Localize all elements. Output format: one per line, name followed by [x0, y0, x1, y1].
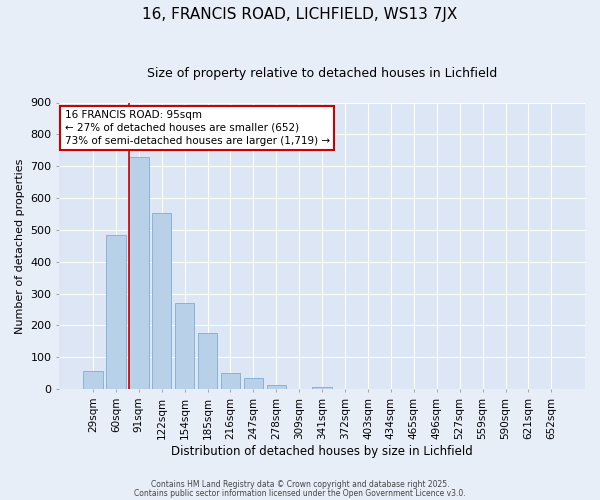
Bar: [106, 235, 125, 389]
Bar: [175, 302, 194, 389]
Bar: [244, 378, 263, 389]
Text: Contains public sector information licensed under the Open Government Licence v3: Contains public sector information licen…: [134, 488, 466, 498]
Bar: [152, 213, 172, 389]
Bar: [198, 333, 217, 389]
Text: 16, FRANCIS ROAD, LICHFIELD, WS13 7JX: 16, FRANCIS ROAD, LICHFIELD, WS13 7JX: [142, 8, 458, 22]
X-axis label: Distribution of detached houses by size in Lichfield: Distribution of detached houses by size …: [171, 444, 473, 458]
Text: Contains HM Land Registry data © Crown copyright and database right 2025.: Contains HM Land Registry data © Crown c…: [151, 480, 449, 489]
Text: 16 FRANCIS ROAD: 95sqm
← 27% of detached houses are smaller (652)
73% of semi-de: 16 FRANCIS ROAD: 95sqm ← 27% of detached…: [65, 110, 330, 146]
Bar: [313, 387, 332, 389]
Bar: [129, 156, 149, 389]
Bar: [83, 370, 103, 389]
Bar: [266, 384, 286, 389]
Y-axis label: Number of detached properties: Number of detached properties: [15, 158, 25, 334]
Bar: [221, 374, 240, 389]
Title: Size of property relative to detached houses in Lichfield: Size of property relative to detached ho…: [147, 68, 497, 80]
